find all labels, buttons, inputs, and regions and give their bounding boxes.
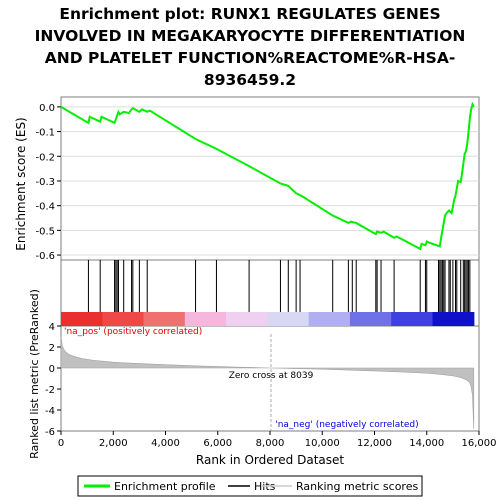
rank-colorbar bbox=[61, 312, 475, 326]
positive-correlation-label: 'na_pos' (positively correlated) bbox=[64, 327, 202, 337]
es-y-ticks: 0.0 -0.1 -0.2 -0.3 -0.4 -0.5 -0.6 bbox=[35, 103, 61, 262]
es-ytick-label: -0.5 bbox=[35, 226, 55, 237]
xtick-label: 14,000 bbox=[409, 438, 444, 449]
legend-enrichment-label: Enrichment profile bbox=[114, 480, 216, 493]
xtick-label: 16,000 bbox=[462, 438, 497, 449]
ranked-y-axis-label: Ranked list metric (PreRanked) bbox=[28, 289, 41, 459]
es-ytick-label: -0.1 bbox=[35, 128, 55, 139]
colorbar-segment bbox=[391, 312, 434, 326]
xtick-label: 8,000 bbox=[256, 438, 285, 449]
es-ytick-label: -0.3 bbox=[35, 177, 55, 188]
colorbar-segment bbox=[432, 312, 475, 326]
es-ytick-label: 0.0 bbox=[39, 103, 55, 114]
chart-title: Enrichment plot: RUNX1 REGULATES GENES I… bbox=[35, 5, 466, 89]
title-line-1: Enrichment plot: RUNX1 REGULATES GENES bbox=[59, 5, 440, 23]
xtick-label: 6,000 bbox=[203, 438, 232, 449]
ranked-ytick-label: 0 bbox=[49, 364, 55, 375]
x-axis-label: Rank in Ordered Dataset bbox=[196, 453, 344, 467]
ranking-metric-area bbox=[60, 336, 475, 429]
xtick-label: 0 bbox=[58, 438, 64, 449]
ranked-ytick-label: -4 bbox=[45, 406, 55, 417]
legend-ranking-label: Ranking metric scores bbox=[296, 480, 418, 493]
enrichment-profile-line bbox=[60, 101, 475, 251]
colorbar-segment bbox=[61, 312, 103, 326]
colorbar-segment bbox=[184, 312, 227, 326]
es-ytick-label: -0.6 bbox=[35, 251, 55, 262]
xtick-label: 10,000 bbox=[305, 438, 340, 449]
es-y-axis-label: Enrichment score (ES) bbox=[14, 117, 28, 250]
title-line-4: 8936459.2 bbox=[204, 71, 296, 89]
colorbar-segment bbox=[226, 312, 268, 326]
xtick-label: 4,000 bbox=[151, 438, 180, 449]
negative-correlation-label: 'na_neg' (negatively correlated) bbox=[275, 420, 418, 430]
ranked-ytick-label: 2 bbox=[49, 343, 55, 354]
ranked-ytick-label: -2 bbox=[45, 385, 55, 396]
es-gridlines bbox=[61, 106, 479, 256]
ranked-ytick-label: 4 bbox=[49, 322, 55, 333]
legend: Enrichment profile Hits Ranking metric s… bbox=[77, 475, 423, 497]
colorbar-segment bbox=[102, 312, 145, 326]
hit-marks bbox=[87, 260, 471, 312]
es-ytick-label: -0.4 bbox=[35, 202, 55, 213]
ranked-y-ticks: 4 2 0 -2 -4 -6 bbox=[45, 322, 61, 438]
title-line-2: INVOLVED IN MEGAKARYOCYTE DIFFERENTIATIO… bbox=[35, 27, 466, 45]
xtick-label: 2,000 bbox=[99, 438, 128, 449]
colorbar-segment bbox=[308, 312, 351, 326]
colorbar-segment bbox=[267, 312, 310, 326]
title-line-3: AND PLATELET FUNCTION%REACTOME%R-HSA- bbox=[45, 49, 456, 67]
xtick-label: 12,000 bbox=[357, 438, 392, 449]
colorbar-segment bbox=[143, 312, 186, 326]
colorbar-segment bbox=[349, 312, 392, 326]
ranked-ytick-label: -6 bbox=[45, 427, 55, 438]
es-ytick-label: -0.2 bbox=[35, 152, 55, 163]
x-ticks: 0 2,000 4,000 6,000 8,000 10,000 12,000 14,000 1… bbox=[58, 431, 497, 449]
zero-cross-label: Zero cross at 8039 bbox=[229, 371, 314, 381]
